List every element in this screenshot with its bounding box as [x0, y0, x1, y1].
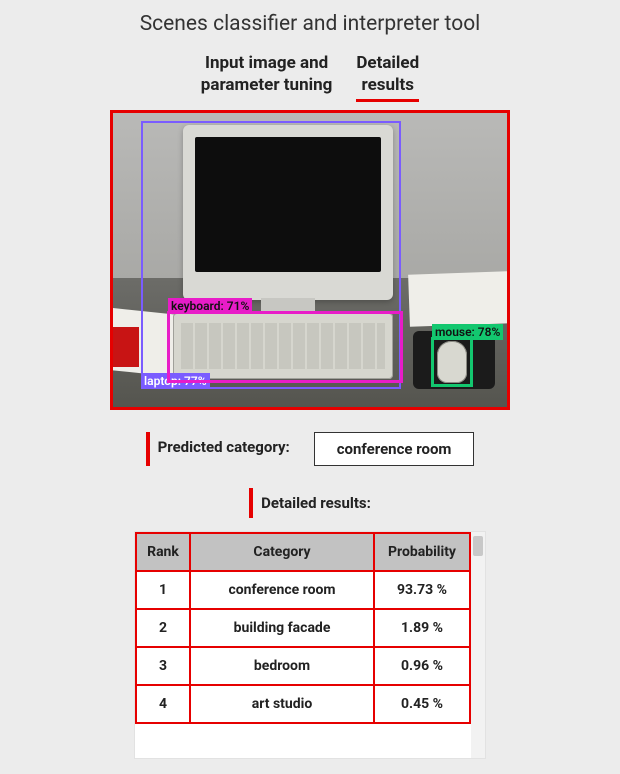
results-table: Rank Category Probability 1 conference r… — [135, 532, 471, 724]
results-table-container: Rank Category Probability 1 conference r… — [135, 532, 485, 758]
predicted-category-value: conference room — [314, 432, 475, 466]
page-title: Scenes classifier and interpreter tool — [0, 12, 620, 36]
cell-rank: 1 — [136, 571, 190, 609]
cell-probability: 1.89 % — [374, 609, 470, 647]
table-scrollbar[interactable] — [471, 532, 485, 758]
tabs: Input image and parameter tuning Detaile… — [0, 52, 620, 102]
cell-category: bedroom — [190, 647, 374, 685]
tab-label-line: Input image and — [205, 53, 328, 73]
detection-label: mouse: 78% — [432, 324, 503, 340]
scrollbar-thumb[interactable] — [473, 536, 483, 556]
cell-rank: 4 — [136, 685, 190, 723]
detection-box-mouse: mouse: 78% — [431, 337, 473, 387]
table-row: 3 bedroom 0.96 % — [136, 647, 470, 685]
predicted-category-label: Predicted category: — [146, 432, 290, 466]
col-header-category: Category — [190, 533, 374, 571]
tab-detailed-results[interactable]: Detailed results — [356, 52, 419, 102]
detection-box-keyboard: keyboard: 71% — [167, 311, 403, 383]
cell-category: art studio — [190, 685, 374, 723]
result-image-panel: laptop: 77% keyboard: 71% mouse: 78% — [110, 110, 510, 410]
table-row: 1 conference room 93.73 % — [136, 571, 470, 609]
detection-label: keyboard: 71% — [168, 298, 252, 314]
tab-label-line: Detailed — [356, 53, 419, 73]
tab-label-line: results — [362, 75, 415, 95]
cell-probability: 93.73 % — [374, 571, 470, 609]
tab-input-tuning[interactable]: Input image and parameter tuning — [201, 52, 333, 102]
col-header-probability: Probability — [374, 533, 470, 571]
table-row: 2 building facade 1.89 % — [136, 609, 470, 647]
tab-label-line: parameter tuning — [201, 75, 333, 95]
cell-category: building facade — [190, 609, 374, 647]
col-header-rank: Rank — [136, 533, 190, 571]
predicted-category-row: Predicted category: conference room — [0, 432, 620, 466]
detailed-results-label: Detailed results: — [249, 488, 371, 518]
table-header-row: Rank Category Probability — [136, 533, 470, 571]
cell-rank: 2 — [136, 609, 190, 647]
detailed-results-label-wrap: Detailed results: — [0, 488, 620, 518]
cell-probability: 0.96 % — [374, 647, 470, 685]
cell-probability: 0.45 % — [374, 685, 470, 723]
table-row: 4 art studio 0.45 % — [136, 685, 470, 723]
app-root: Scenes classifier and interpreter tool I… — [0, 0, 620, 758]
cell-category: conference room — [190, 571, 374, 609]
cell-rank: 3 — [136, 647, 190, 685]
